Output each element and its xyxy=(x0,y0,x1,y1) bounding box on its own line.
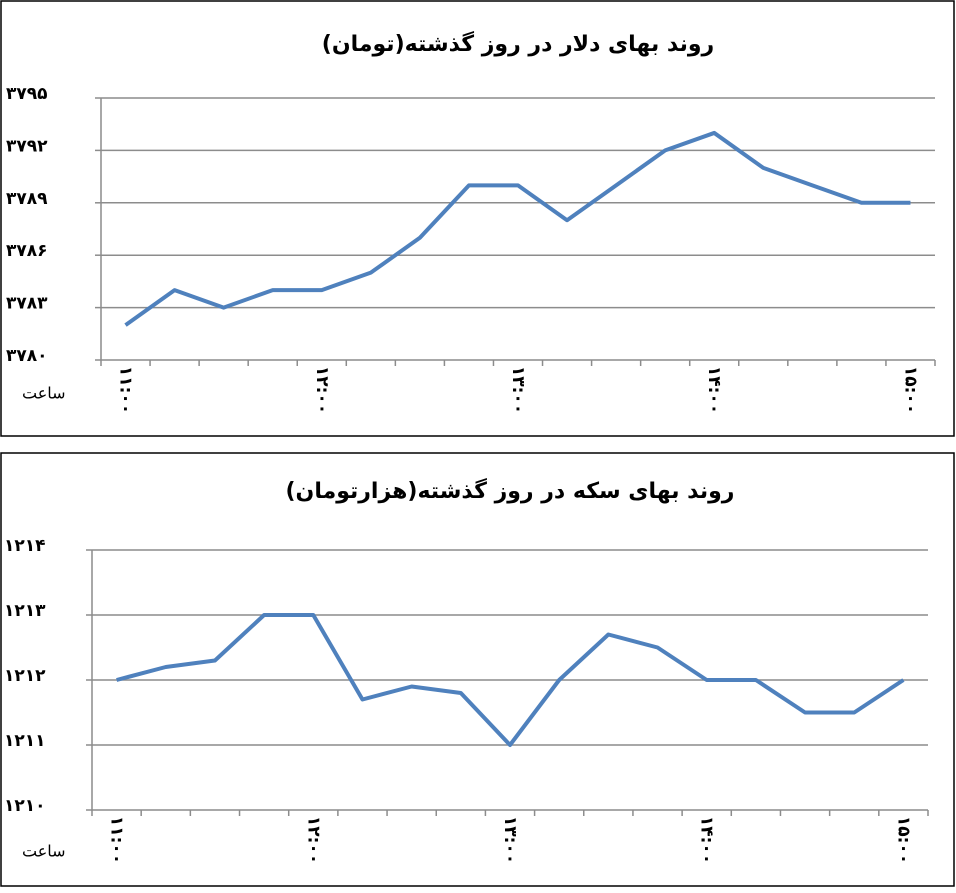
y-tick-label: ۳۷۸۶ xyxy=(6,241,48,261)
y-tick-label: ۱۲۱۳ xyxy=(4,601,46,621)
y-tick-label: ۱۲۱۱ xyxy=(4,731,46,751)
y-tick-label: ۳۷۹۵ xyxy=(6,84,48,104)
chart-frame xyxy=(0,0,955,437)
x-axis-label: ساعت xyxy=(22,384,66,403)
x-tick-label: ۱۵:۰۰ xyxy=(900,366,920,414)
x-tick-label: ۱۴:۰۰ xyxy=(704,366,724,414)
x-tick-label: ۱۱:۰۰ xyxy=(107,816,127,864)
y-tick-label: ۱۲۱۲ xyxy=(4,666,46,686)
data-line xyxy=(124,130,911,327)
chart-title: روند بهای سکه در روز گذشته(هزارتومان) xyxy=(286,477,735,504)
x-tick-label: ۱۳:۰۰ xyxy=(500,816,520,864)
y-tick-label: ۳۷۸۳ xyxy=(6,294,48,314)
y-tick-label: ۱۲۱۴ xyxy=(4,536,46,556)
x-tick-label: ۱۴:۰۰ xyxy=(697,816,717,864)
data-line xyxy=(116,613,905,747)
x-tick-label: ۱۳:۰۰ xyxy=(508,366,528,414)
x-axis-label: ساعت xyxy=(22,842,66,861)
y-tick-label: ۳۷۸۹ xyxy=(6,189,48,209)
chart-frame xyxy=(0,452,955,887)
x-tick-label: ۱۱:۰۰ xyxy=(116,366,136,414)
y-tick-label: ۱۲۱۰ xyxy=(4,796,46,816)
x-tick-label: ۱۵:۰۰ xyxy=(893,816,913,864)
y-tick-label: ۳۷۹۲ xyxy=(6,136,48,156)
x-tick-label: ۱۲:۰۰ xyxy=(312,366,332,414)
chart-title: روند بهای دلار در روز گذشته(تومان) xyxy=(322,30,714,57)
y-tick-label: ۳۷۸۰ xyxy=(6,346,48,366)
x-tick-label: ۱۲:۰۰ xyxy=(303,816,323,864)
